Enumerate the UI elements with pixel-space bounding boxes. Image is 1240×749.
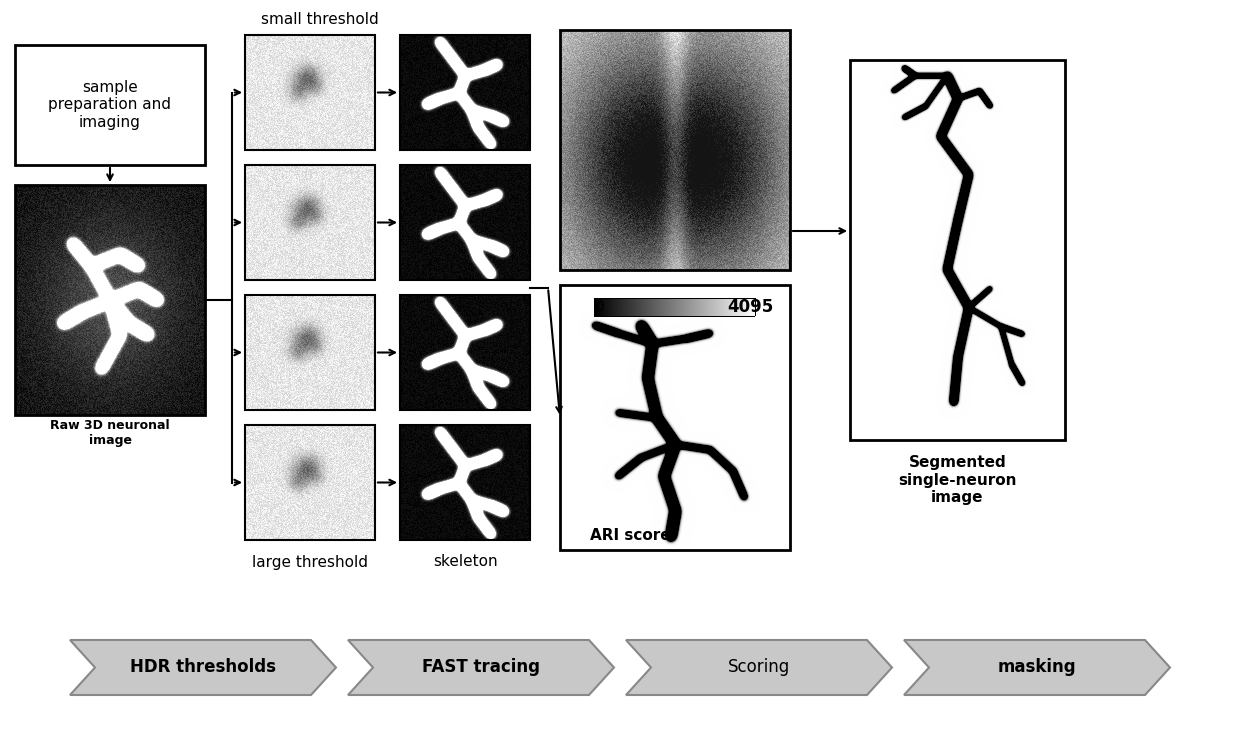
Text: Segmented
single-neuron
image: Segmented single-neuron image	[898, 455, 1017, 505]
Text: ARI score: ARI score	[590, 527, 671, 542]
Text: Raw 3D neuronal
image: Raw 3D neuronal image	[50, 419, 170, 447]
Text: FAST tracing: FAST tracing	[422, 658, 539, 676]
Bar	[401, 165, 529, 280]
Text: masking: masking	[998, 658, 1076, 676]
Text: 0: 0	[595, 300, 604, 314]
Text: sample
preparation and
imaging: sample preparation and imaging	[48, 80, 171, 130]
Polygon shape	[348, 640, 614, 695]
Bar	[401, 295, 529, 410]
Bar	[401, 35, 529, 150]
Bar	[849, 60, 1065, 440]
Bar	[560, 285, 790, 550]
Bar	[246, 35, 374, 150]
Polygon shape	[626, 640, 892, 695]
Polygon shape	[69, 640, 336, 695]
Text: HDR thresholds: HDR thresholds	[130, 658, 277, 676]
Text: large threshold: large threshold	[252, 554, 368, 569]
Bar	[246, 425, 374, 540]
Bar	[401, 425, 529, 540]
Text: Scoring: Scoring	[728, 658, 790, 676]
Bar	[15, 185, 205, 415]
Bar	[560, 30, 790, 270]
Bar	[246, 295, 374, 410]
Bar	[15, 45, 205, 165]
Text: skeleton: skeleton	[433, 554, 497, 569]
Text: small threshold: small threshold	[262, 11, 379, 26]
Bar	[246, 165, 374, 280]
Polygon shape	[904, 640, 1171, 695]
Text: 4095: 4095	[728, 298, 774, 316]
